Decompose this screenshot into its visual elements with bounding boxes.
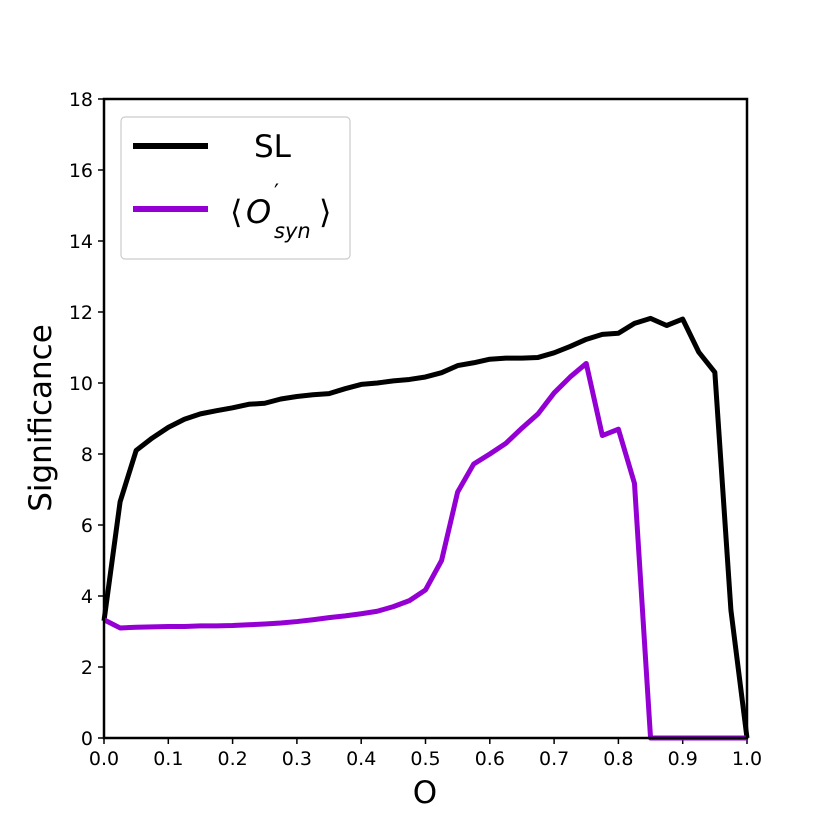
legend-osyn-close-bracket: ⟩	[319, 193, 331, 231]
series-line-osyn	[102, 360, 747, 741]
legend-osyn-prime: ′	[274, 181, 279, 206]
x-tick-label: 0.5	[410, 748, 440, 770]
x-tick-label: 0.1	[153, 748, 183, 770]
y-tick-label: 14	[69, 231, 93, 253]
y-tick-label: 8	[81, 444, 93, 466]
y-tick-label: 0	[81, 728, 93, 750]
x-tick-label: 0.2	[217, 748, 247, 770]
y-tick-label: 2	[81, 657, 93, 679]
x-tick-label: 0.4	[346, 748, 376, 770]
plot-area-frame	[102, 97, 749, 740]
y-tick-label: 12	[69, 302, 93, 324]
x-tick-label: 0.3	[282, 748, 312, 770]
x-axis-title: O	[413, 775, 437, 811]
y-tick-label: 16	[69, 160, 93, 182]
y-tick-label: 18	[69, 89, 93, 111]
legend-osyn-symbol: O	[246, 193, 271, 231]
legend-osyn-open-bracket: ⟨	[230, 193, 242, 231]
series-lines	[101, 315, 750, 741]
legend: SL ⟨ O ′ syn ⟩	[120, 116, 351, 260]
y-tick-label: 6	[81, 515, 93, 537]
x-tick-label: 1.0	[732, 748, 762, 770]
x-tick-label: 0.7	[539, 748, 569, 770]
y-tick-label: 4	[81, 586, 93, 608]
x-tick-label: 0.6	[475, 748, 505, 770]
legend-osyn-subscript: syn	[274, 219, 311, 243]
x-tick-label: 0.0	[89, 748, 119, 770]
x-tick-label: 0.8	[603, 748, 633, 770]
legend-sl-label: SL	[254, 129, 292, 165]
series-line-sl	[101, 315, 750, 739]
y-tick-label: 10	[69, 373, 93, 395]
axis-ticks: 0.0 0.1 0.2 0.3 0.4 0.5 0.6 0.7 0.8 0.9 1.0 0 2 4 6 8 10…	[69, 89, 762, 770]
legend-box	[120, 116, 351, 260]
x-tick-label: 0.9	[668, 748, 698, 770]
y-axis-title: Significance	[23, 324, 59, 512]
